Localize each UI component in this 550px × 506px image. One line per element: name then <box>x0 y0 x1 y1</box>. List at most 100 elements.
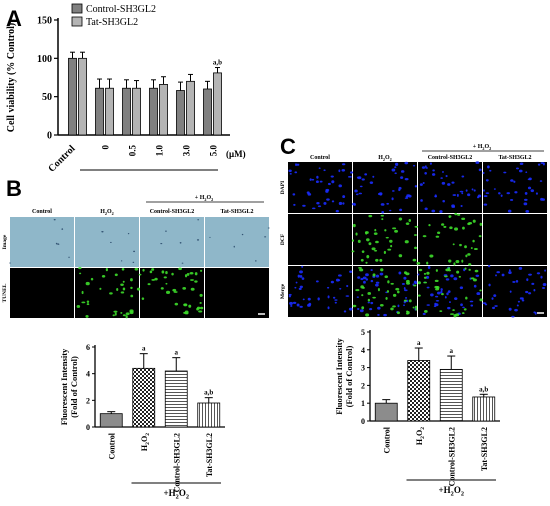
dapi-nucleus <box>335 209 339 213</box>
tunel-spot <box>172 288 177 292</box>
tunel-spot <box>129 309 134 313</box>
dcf-spot <box>448 259 452 263</box>
dapi-nucleus <box>527 186 532 190</box>
unit-label: (μM) <box>226 149 246 159</box>
tunel-spot <box>79 272 82 275</box>
dapi-nucleus <box>301 265 304 268</box>
dapi-nucleus <box>483 195 488 198</box>
dcf-spot <box>479 298 483 302</box>
tunel-spot <box>160 287 164 290</box>
dcf-spot <box>413 234 417 236</box>
dcf-spot <box>424 309 428 313</box>
tunel-spot <box>86 303 90 306</box>
dapi-nucleus <box>323 169 326 172</box>
bar <box>374 402 398 422</box>
significance-label: a,b <box>204 389 213 397</box>
cell-dot <box>209 236 211 238</box>
cell-dot <box>196 239 200 241</box>
dapi-nucleus <box>498 192 501 195</box>
tunel-spot <box>165 270 168 275</box>
dapi-nucleus <box>317 297 320 301</box>
top-treatment-label: + H2O2 <box>473 144 491 151</box>
dcf-spot <box>463 308 467 311</box>
legend-label: Control-SH3GL2 <box>86 4 156 15</box>
dapi-nucleus <box>511 315 515 318</box>
dapi-nucleus <box>524 191 528 195</box>
dapi-nucleus <box>319 180 323 183</box>
dapi-nucleus <box>459 286 464 290</box>
dcf-spot <box>470 277 475 280</box>
dcf-spot <box>387 248 392 251</box>
significance-label: a <box>175 349 179 357</box>
tunel-spot <box>163 276 167 279</box>
chart-b: 0 2 4 6 Fluorescent Intensity (Fold of Contro… <box>59 343 225 501</box>
tunel-spot <box>130 278 133 282</box>
top-treatment-label: + H2O2 <box>195 195 213 202</box>
dapi-nucleus <box>424 207 428 211</box>
dapi-nucleus <box>544 269 547 272</box>
dapi-nucleus <box>461 192 464 195</box>
dapi-nucleus <box>357 276 361 279</box>
cell-dot <box>57 243 60 245</box>
micrograph-image <box>205 268 269 318</box>
dapi-nucleus <box>471 188 474 191</box>
dapi-nucleus <box>307 193 312 196</box>
dapi-nucleus <box>488 283 491 287</box>
dcf-spot <box>461 312 465 315</box>
y-axis-label: Fluorescent Intensity <box>334 337 344 414</box>
micrograph-cell <box>482 264 547 318</box>
dcf-spot <box>367 298 371 302</box>
dapi-nucleus <box>388 209 392 212</box>
dapi-nucleus <box>483 189 485 192</box>
dapi-nucleus <box>422 181 425 185</box>
dapi-nucleus <box>512 281 516 283</box>
dapi-nucleus <box>422 312 426 316</box>
dapi-nucleus <box>386 202 390 205</box>
dapi-nucleus <box>299 274 303 278</box>
dcf-spot <box>468 263 472 266</box>
cell-dot <box>9 262 11 264</box>
dapi-nucleus <box>377 313 380 316</box>
dapi-nucleus <box>540 275 543 279</box>
row-label: Image <box>2 234 8 249</box>
dcf-spot <box>374 249 378 252</box>
dapi-nucleus <box>375 283 379 287</box>
dapi-nucleus <box>528 177 532 181</box>
tunel-spot <box>120 283 124 286</box>
dapi-nucleus <box>446 292 449 296</box>
micrograph-image <box>140 268 204 318</box>
dcf-spot <box>435 235 440 238</box>
dcf-spot <box>392 293 397 297</box>
dapi-nucleus <box>461 175 465 178</box>
dapi-nucleus <box>447 183 451 186</box>
dcf-spot <box>351 239 355 242</box>
micrograph-image <box>75 268 139 318</box>
dcf-spot <box>418 268 423 272</box>
dapi-nucleus <box>299 305 303 308</box>
dapi-nucleus <box>444 296 447 299</box>
cell-dot <box>55 242 58 245</box>
tunel-spot <box>141 297 145 300</box>
dcf-spot <box>355 232 358 236</box>
dapi-nucleus <box>431 209 436 213</box>
dapi-nucleus <box>508 269 511 272</box>
dapi-nucleus <box>494 305 498 307</box>
dcf-spot <box>435 288 440 291</box>
cell-dot <box>68 256 70 259</box>
dapi-nucleus <box>307 297 311 301</box>
dapi-nucleus <box>456 193 459 197</box>
dcf-spot <box>377 288 380 292</box>
dapi-nucleus <box>296 163 300 166</box>
dapi-nucleus <box>425 167 428 169</box>
dapi-nucleus <box>454 297 458 301</box>
dapi-nucleus <box>524 198 528 201</box>
x-tick-label: Control <box>46 143 77 174</box>
dapi-nucleus <box>294 286 297 289</box>
dapi-nucleus <box>359 185 363 188</box>
dcf-spot <box>396 311 400 315</box>
dapi-nucleus <box>440 288 443 291</box>
tunel-spot <box>122 280 125 283</box>
dapi-nucleus <box>405 296 408 299</box>
dcf-spot <box>351 250 355 253</box>
tunel-spot <box>151 268 155 271</box>
